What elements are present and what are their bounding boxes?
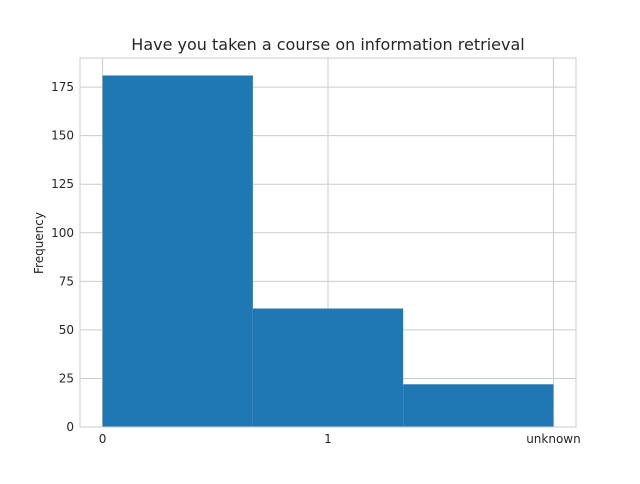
y-tick-label: 125 [51,177,74,191]
y-axis-label: Frequency [32,212,46,274]
bar-unknown [403,384,554,427]
bars [102,75,554,428]
plot-frame [79,57,577,428]
tick-labels: 0 25 50 75 100 125 150 175 0 1 unknown [51,80,581,446]
y-tick-label: 25 [59,371,74,385]
bar-0 [102,75,253,428]
x-tick-label: unknown [526,432,581,446]
y-tick-label: 175 [51,80,74,94]
y-tick-label: 0 [66,420,74,434]
bar-1 [252,308,404,427]
y-tick-label: 50 [59,323,74,337]
axes-spines [79,57,577,428]
x-tick-label: 0 [99,432,107,446]
y-tick-label: 100 [51,226,74,240]
x-tick-label: 1 [324,432,332,446]
y-tick-label: 150 [51,129,74,143]
chart-title: Have you taken a course on information r… [131,35,524,54]
y-tick-label: 75 [59,274,74,288]
